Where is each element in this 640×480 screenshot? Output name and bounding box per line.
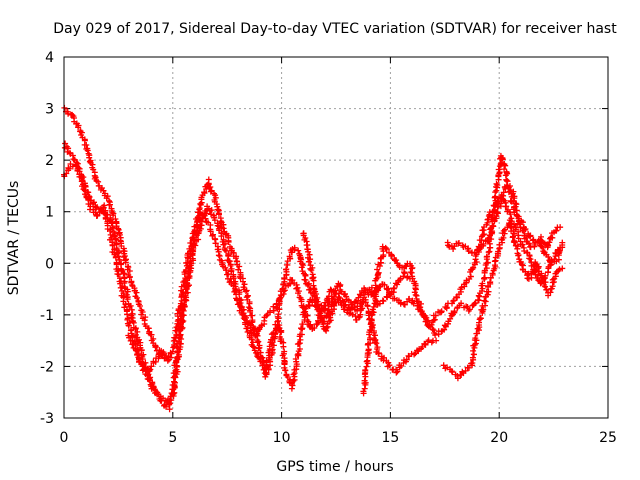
x-tick-label: 10 [273,430,291,446]
data-point-markers [300,230,338,334]
data-point-markers [125,332,172,375]
x-tick-label: 15 [381,430,399,446]
y-axis-label: SDTVAR / TECUs [6,181,22,296]
series-trace-d [444,183,566,268]
y-tick-label: -1 [40,308,54,324]
y-tick-label: 1 [45,205,54,221]
x-tick-label: 20 [490,430,508,446]
axis-ticks: 0 5 10 15 20 25 -3 -2 -1 0 1 2 3 4 [40,50,617,446]
x-tick-label: 5 [168,430,177,446]
y-tick-label: 0 [45,256,54,272]
y-tick-label: -3 [40,411,54,427]
y-tick-label: 4 [45,50,54,66]
chart-title: Day 029 of 2017, Sidereal Day-to-day VTE… [53,21,617,37]
data-point-markers [360,194,564,397]
x-axis-label: GPS time / hours [276,459,393,475]
series-trace-f [360,194,564,397]
y-tick-label: 2 [45,153,54,169]
y-tick-label: 3 [45,102,54,118]
plot-frame [63,56,609,419]
series-trace-h [300,230,338,334]
series-trace-g [125,332,172,375]
data-point-markers [444,183,566,268]
grid [64,57,608,418]
x-tick-label: 25 [599,430,617,446]
x-tick-label: 0 [60,430,69,446]
y-tick-label: -2 [40,359,54,375]
